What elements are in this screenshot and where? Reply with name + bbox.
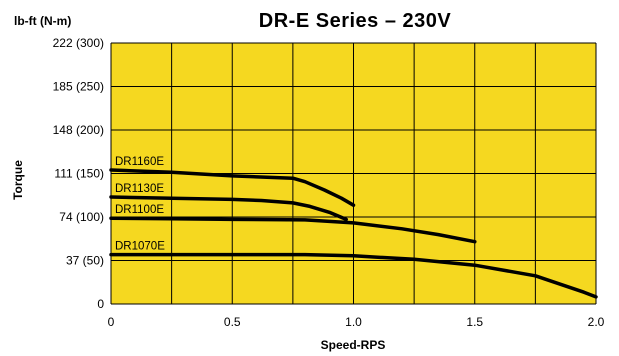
x-tick-label: 0 [108, 315, 115, 329]
series-label-dr1070e: DR1070E [115, 241, 165, 253]
x-tick-label: 2.0 [588, 315, 605, 329]
series-line-dr1130e [109, 195, 348, 222]
x-tick-label: 1.5 [466, 315, 483, 329]
x-tick-label: 0.5 [224, 315, 241, 329]
y-tick-label: 74 (100) [59, 210, 104, 224]
series-line-dr1100e [109, 216, 477, 244]
y-unit-label: lb-ft (N-m) [14, 14, 71, 28]
series-label-dr1130e: DR1130E [115, 183, 164, 195]
y-tick-label: 222 (300) [53, 36, 104, 50]
y-tick-label: 0 [97, 297, 104, 311]
series-label-dr1160e: DR1160E [115, 156, 164, 168]
x-tick-label: 1.0 [345, 315, 362, 329]
x-axis-label: Speed-RPS [321, 338, 386, 352]
y-tick-label: 111 (150) [54, 167, 104, 181]
series-line-dr1070e [109, 252, 598, 299]
torque-curves [109, 168, 598, 299]
y-tick-label: 185 (250) [53, 80, 104, 94]
y-tick-label: 37 (50) [66, 254, 104, 268]
series-line-dr1160e [109, 168, 356, 207]
y-axis-ticks: 0 37 (50) 74 (100) 111 (150) 148 (200) 185 (2… [53, 36, 105, 311]
chart-title: DR-E Series – 230V [259, 10, 452, 32]
grid [110, 42, 597, 305]
x-axis-ticks: 0 0.5 1.0 1.5 2.0 [108, 315, 605, 329]
y-axis-label: Torque [11, 160, 25, 200]
curve-labels: DR1160E DR1130E DR1100E DR1070E [115, 156, 165, 253]
y-tick-label: 148 (200) [53, 123, 104, 137]
series-label-dr1100e: DR1100E [115, 204, 164, 216]
